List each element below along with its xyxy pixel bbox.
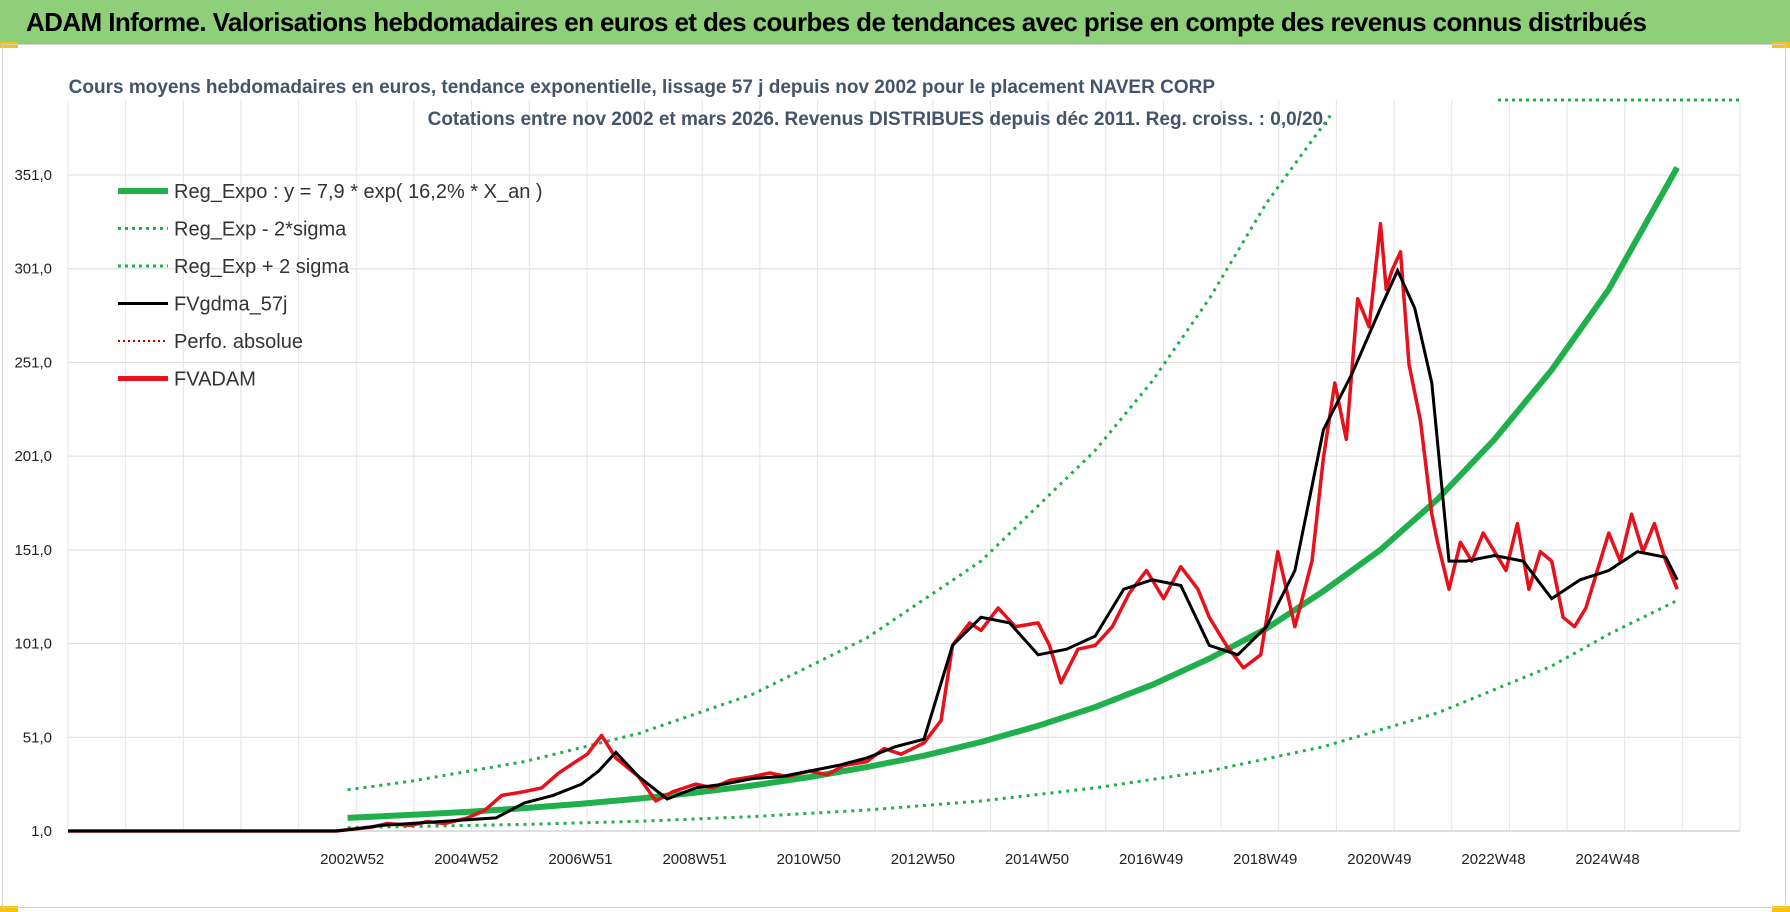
legend-label: Reg_Exp - 2*sigma (174, 219, 347, 241)
y-tick-label: 351,0 (14, 167, 52, 184)
y-tick-label: 301,0 (14, 261, 52, 278)
x-tick-label: 2002W52 (320, 851, 384, 868)
y-tick-label: 251,0 (14, 354, 52, 371)
y-tick-label: 201,0 (14, 448, 52, 465)
legend: Reg_Expo : y = 7,9 * exp( 16,2% * X_an )… (118, 181, 543, 391)
chart-title-line1: Cours moyens hebdomadaires en euros, ten… (69, 77, 1216, 98)
y-tick-label: 51,0 (23, 729, 52, 746)
series-line-upper (347, 112, 1334, 792)
corner-mark-bottom-left (0, 906, 18, 912)
legend-label: FVgdma_57j (174, 294, 287, 316)
report-title: ADAM Informe. Valorisations hebdomadaire… (26, 6, 1647, 37)
chart-title-line2: Cotations entre nov 2002 et mars 2026. R… (428, 109, 1329, 130)
y-tick-label: 151,0 (14, 542, 52, 559)
legend-label: Perfo. absolue (174, 331, 303, 353)
x-tick-label: 2006W51 (548, 851, 612, 868)
x-tick-label: 2004W52 (434, 851, 498, 868)
corner-mark-bottom-right (1772, 906, 1790, 912)
x-tick-label: 2012W50 (891, 851, 955, 868)
x-tick-label: 2024W48 (1576, 851, 1640, 868)
legend-label: Reg_Expo : y = 7,9 * exp( 16,2% * X_an ) (174, 181, 543, 203)
x-tick-label: 2018W49 (1233, 851, 1297, 868)
x-tick-label: 2022W48 (1461, 851, 1525, 868)
corner-mark-left (0, 42, 18, 48)
gridlines (67, 100, 1741, 832)
x-tick-label: 2010W50 (777, 851, 841, 868)
series-line-lower (347, 599, 1678, 830)
legend-label: Reg_Exp + 2 sigma (174, 256, 350, 278)
series-line-smoothed (68, 266, 1679, 833)
y-tick-label: 1,0 (31, 823, 52, 840)
x-tick-label: 2016W49 (1119, 851, 1183, 868)
chart-frame (2, 44, 1786, 908)
series-line-fvadam (68, 221, 1679, 833)
corner-mark-right (1772, 42, 1790, 48)
series-line-trend (347, 166, 1680, 821)
y-tick-label: 101,0 (14, 636, 52, 653)
x-tick-label: 2020W49 (1347, 851, 1411, 868)
header-bar: ADAM Informe. Valorisations hebdomadaire… (0, 0, 1790, 44)
x-tick-label: 2008W51 (662, 851, 726, 868)
legend-label: FVADAM (174, 369, 256, 391)
x-tick-label: 2014W50 (1005, 851, 1069, 868)
series-group (68, 112, 1680, 833)
